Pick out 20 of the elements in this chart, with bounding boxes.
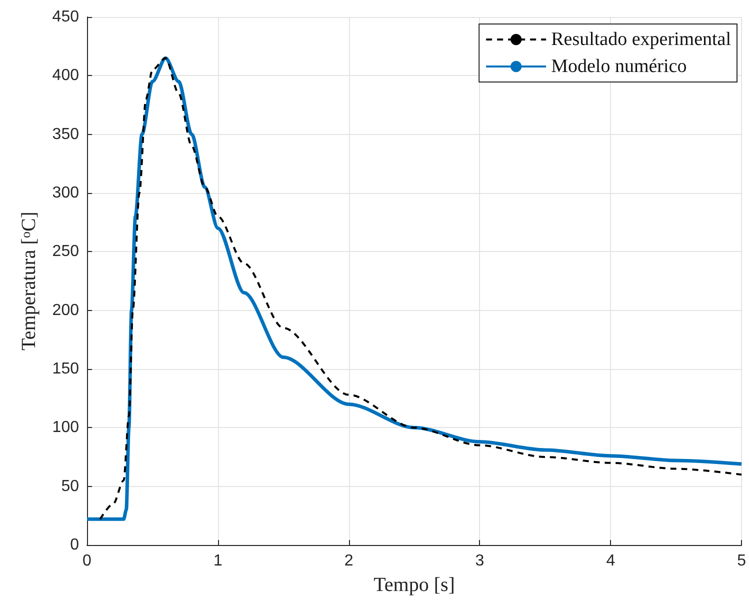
x-tick-label: 3 bbox=[475, 552, 484, 570]
x-tick-label: 2 bbox=[344, 552, 354, 570]
y-tick-label: 400 bbox=[52, 67, 80, 84]
y-tick-label: 100 bbox=[52, 419, 80, 436]
x-tick-label: 0 bbox=[82, 552, 92, 570]
x-axis-title: Tempo [s] bbox=[374, 574, 455, 596]
legend-label: Modelo numérico bbox=[551, 56, 687, 77]
y-tick-label: 300 bbox=[52, 184, 80, 202]
y-tick-label: 350 bbox=[52, 126, 80, 143]
y-tick-label: 450 bbox=[52, 8, 80, 26]
x-tick-label: 1 bbox=[213, 552, 222, 570]
y-axis-title: Temperatura [oC] bbox=[18, 212, 40, 350]
x-tick-label: 5 bbox=[737, 552, 746, 570]
y-tick-label: 50 bbox=[61, 478, 80, 495]
legend-label: Resultado experimental bbox=[551, 29, 732, 50]
y-tick-label: 0 bbox=[70, 536, 80, 554]
y-tick-label: 250 bbox=[52, 243, 80, 260]
y-tick-label: 150 bbox=[52, 360, 80, 378]
x-tick-label: 4 bbox=[606, 552, 616, 570]
y-tick-label: 200 bbox=[52, 302, 80, 319]
